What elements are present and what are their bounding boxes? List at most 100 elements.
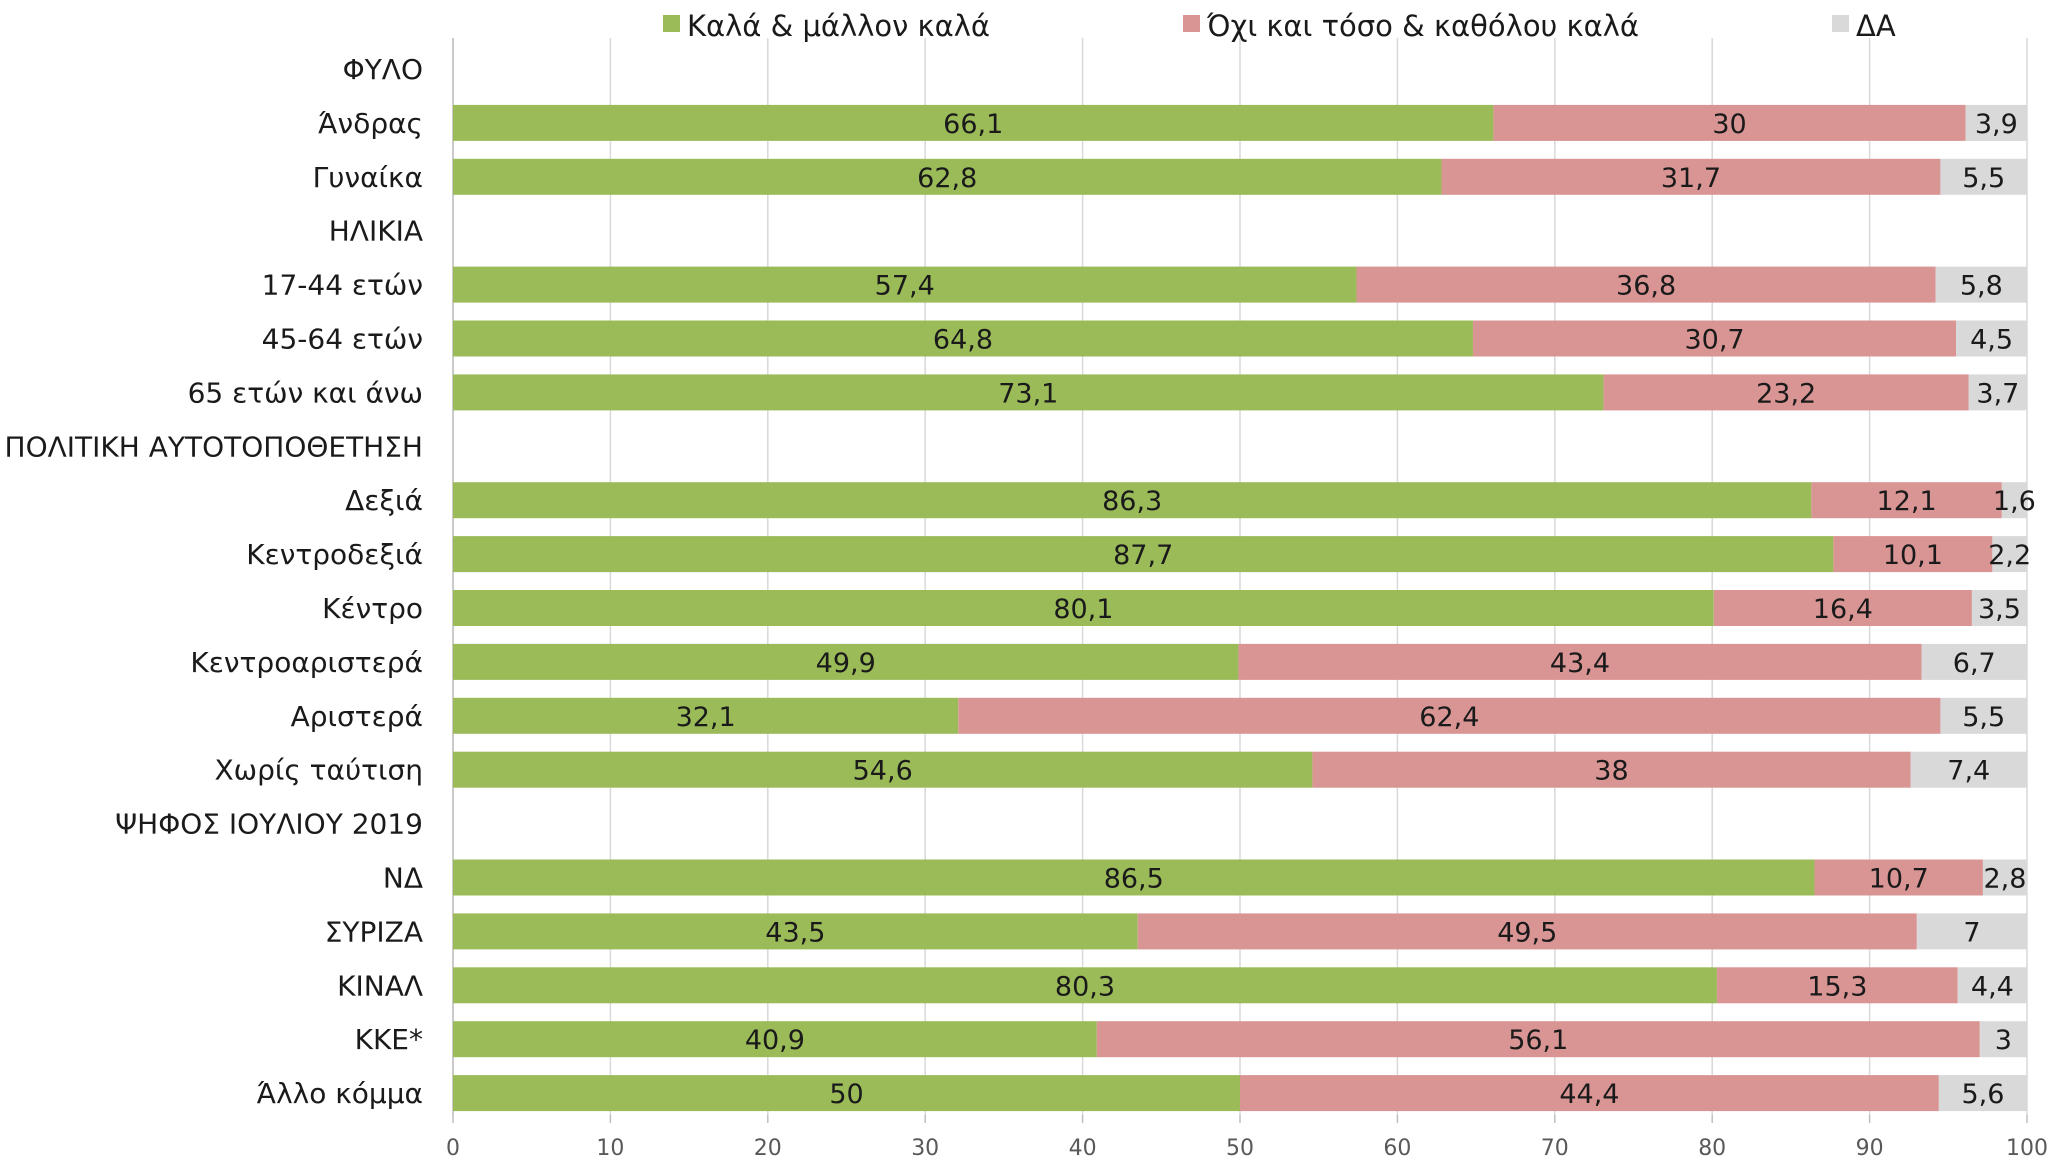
bar-segment-good [453, 1021, 1097, 1058]
data-label: 5,8 [1960, 271, 2003, 302]
bar-segment-bad [1833, 536, 1993, 573]
bar-segment-good [453, 643, 1239, 680]
group-header-label: ΗΛΙΚΙΑ [329, 215, 423, 248]
category-label: ΚΙΝΑΛ [337, 969, 423, 1002]
x-tick-label: 30 [911, 1136, 939, 1161]
data-label: 44,4 [1559, 1079, 1619, 1110]
bars: 66,1 30 3,9 62,8 31,7 5,5 57,4 36,8 5,8 64,8 30,7 4… [453, 104, 2036, 1112]
x-tick-label: 10 [596, 1136, 624, 1161]
data-label: 31,7 [1661, 163, 1721, 194]
bar-segment-good [453, 859, 1815, 896]
bar-segment-bad [1603, 374, 1969, 411]
x-tick-label: 20 [754, 1136, 782, 1161]
category-label: Γυναίκα [313, 161, 423, 194]
x-tick-label: 40 [1069, 1136, 1097, 1161]
bar-segment-bad [1441, 158, 1941, 195]
data-label: 10,1 [1883, 540, 1943, 571]
x-tick-label: 50 [1226, 1136, 1254, 1161]
group-header-label: ΦΥΛΟ [343, 53, 423, 86]
legend-swatch [1832, 15, 1849, 32]
group-header-label: ΠΟΛΙΤΙΚΗ ΑΥΤΟΤΟΠΟΘΕΤΗΣΗ [5, 430, 423, 463]
bar-segment-good [453, 104, 1494, 141]
legend: Καλά & μάλλον καλά Όχι και τόσο & καθόλου… [663, 9, 1896, 43]
data-label: 30,7 [1684, 325, 1744, 356]
bar-segment-good [453, 751, 1313, 788]
category-label: Κέντρο [322, 592, 423, 625]
bar-segment-bad [1096, 1021, 1980, 1058]
bar-segment-na [1965, 104, 2027, 141]
data-label: 49,5 [1497, 917, 1557, 948]
data-label: 87,7 [1113, 540, 1173, 571]
category-label: Άνδρας [318, 107, 423, 140]
bar-segment-good [453, 697, 959, 734]
data-label: 62,8 [917, 163, 977, 194]
data-label: 4,5 [1970, 325, 2013, 356]
data-label: 38 [1594, 756, 1628, 787]
bar-segment-na [1956, 320, 2027, 357]
bar-segment-good [453, 374, 1604, 411]
data-label: 3 [1995, 1025, 2012, 1056]
bar-segment-na [1916, 913, 2027, 950]
data-label: 57,4 [875, 271, 935, 302]
category-label: ΣΥΡΙΖΑ [325, 915, 423, 948]
data-label: 50 [829, 1079, 863, 1110]
bar-segment-good [453, 1075, 1240, 1112]
bar-segment-na [1910, 751, 2027, 788]
data-label: 40,9 [745, 1025, 805, 1056]
legend-swatch [1183, 15, 1200, 32]
data-label: 62,4 [1419, 702, 1479, 733]
data-label: 5,6 [1961, 1079, 2004, 1110]
x-axis-ticks: 0 10 20 30 40 50 60 70 80 90 100 [446, 1115, 2048, 1161]
bar-segment-good [453, 967, 1717, 1004]
data-label: 3,7 [1976, 378, 2019, 409]
data-label: 16,4 [1813, 594, 1873, 625]
bar-segment-na [1979, 1021, 2027, 1058]
data-label: 6,7 [1953, 648, 1996, 679]
data-label: 2,8 [1983, 864, 2026, 895]
data-label: 15,3 [1807, 971, 1867, 1002]
data-label: 86,3 [1102, 486, 1162, 517]
data-label: 7,4 [1947, 756, 1990, 787]
x-tick-label: 80 [1698, 1136, 1726, 1161]
category-label: ΚΚΕ* [355, 1023, 423, 1056]
data-label: 7 [1963, 917, 1980, 948]
category-labels: ΦΥΛΟ Άνδρας Γυναίκα ΗΛΙΚΙΑ 17-44 ετών 45-64 ε… [5, 53, 423, 1110]
data-label: 49,9 [816, 648, 876, 679]
bar-segment-na [1968, 374, 2027, 411]
data-label: 80,3 [1055, 971, 1115, 1002]
data-label: 36,8 [1616, 271, 1676, 302]
bar-segment-bad [1240, 1075, 1939, 1112]
data-label: 5,5 [1962, 702, 2005, 733]
legend-swatch [663, 15, 680, 32]
bar-segment-good [453, 482, 1812, 519]
bar-segment-good [453, 536, 1834, 573]
bar-segment-bad [1238, 643, 1922, 680]
bar-segment-na [1938, 1075, 2027, 1112]
data-label: 3,5 [1978, 594, 2021, 625]
category-label: 65 ετών και άνω [188, 376, 423, 409]
x-tick-label: 100 [2006, 1136, 2048, 1161]
data-label: 10,7 [1869, 864, 1929, 895]
data-label: 43,5 [765, 917, 825, 948]
data-label: 66,1 [943, 109, 1003, 140]
data-label: 32,1 [676, 702, 736, 733]
legend-label: ΔΑ [1856, 9, 1896, 43]
data-label: 2,2 [1988, 540, 2031, 571]
category-label: Άλλο κόμμα [257, 1077, 423, 1110]
x-tick-label: 90 [1856, 1136, 1884, 1161]
x-tick-label: 60 [1383, 1136, 1411, 1161]
category-label: Αριστερά [291, 700, 423, 733]
bar-segment-good [453, 590, 1714, 626]
data-label: 23,2 [1756, 378, 1816, 409]
data-label: 56,1 [1508, 1025, 1568, 1056]
category-label: Κεντροαριστερά [190, 646, 423, 679]
bar-segment-bad [958, 697, 1941, 734]
bar-segment-bad [1811, 482, 2002, 519]
bar-segment-good [453, 320, 1473, 357]
bar-segment-good [453, 913, 1138, 950]
data-label: 12,1 [1877, 486, 1937, 517]
category-label: ΝΔ [383, 862, 423, 895]
x-tick-label: 0 [446, 1136, 460, 1161]
bar-segment-bad [1814, 859, 1983, 896]
